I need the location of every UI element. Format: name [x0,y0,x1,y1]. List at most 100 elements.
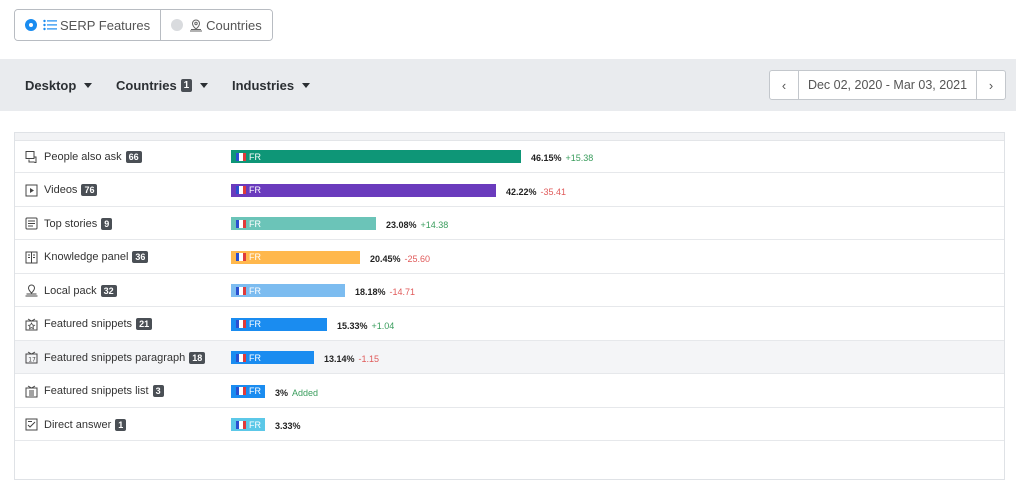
percentage-value: 3.33% [275,421,301,431]
percentage-value: 3% Added [275,388,318,398]
local-pack-icon [25,284,38,297]
date-range-picker: ‹ Dec 02, 2020 - Mar 03, 2021 › [769,70,1006,100]
value-text: 15.33% [337,320,368,331]
svg-text:17: 17 [28,357,36,364]
value-text: 20.45% [370,253,401,264]
feature-name: Videos [44,184,78,196]
france-flag-icon [236,253,246,261]
direct-answer-icon [25,418,38,431]
count-badge: 66 [125,150,142,163]
france-flag-icon [236,219,246,228]
percentage-bar[interactable]: FR [231,384,265,398]
value-text: 3.33% [275,421,301,431]
people-also-ask-icon [25,150,38,163]
count-badge: 32 [100,284,117,297]
chevron-down-icon [302,82,311,88]
france-flag-icon [236,286,246,295]
france-flag-icon [236,353,246,362]
percentage-value: 18.18% -14.71 [355,287,415,297]
country-code: FR [249,352,261,363]
countries-toggle[interactable]: Countries [160,10,272,40]
feature-name: Local pack [44,284,97,297]
chevron-left-icon[interactable]: ‹ [781,77,787,93]
countries-filter-label: Countries [116,77,177,93]
table-row: 17 Featured snippets paragraph 18 FR 13.14% -… [15,341,1004,374]
featured-snippets-list-icon [25,385,38,398]
delta-value: Added [292,387,319,398]
percentage-value: 42.22% -35.41 [506,187,566,197]
device-label: Desktop [25,77,77,93]
value-text: 18.18% [355,287,386,297]
feature-label: Local pack 32 [25,274,117,307]
delta-value: -1.15 [358,354,380,364]
feature-name: Top stories [44,217,98,230]
value-text: 46.15% [531,153,562,163]
france-flag-icon [236,186,246,194]
radio-selected-icon [25,19,37,31]
delta-value: -25.60 [404,253,431,264]
date-range[interactable]: Dec 02, 2020 - Mar 03, 2021 [798,71,977,99]
feature-name: Knowledge panel [44,251,129,263]
count-badge: 21 [136,318,153,330]
countries-dropdown[interactable]: Countries 1 [116,59,209,111]
country-code: FR [249,419,261,430]
value-text: 42.22% [506,186,537,197]
percentage-bar[interactable]: FR [231,351,314,364]
table-row: Videos 76 FR 42.22% -35.41 [15,174,1004,207]
percentage-bar[interactable]: FR [231,250,360,264]
percentage-value: 20.45% -25.60 [370,254,430,264]
feature-label: Featured snippets 21 [25,308,153,341]
delta-value: -35.41 [540,186,567,197]
count-badge: 18 [189,351,206,364]
table-row: Featured snippets list 3 FR 3% Added [15,375,1004,408]
industries-dropdown[interactable]: Industries [232,59,311,111]
industries-label: Industries [232,77,295,93]
percentage-bar[interactable]: FR [231,418,265,431]
value-text: 3% [275,387,289,398]
serp-features-toggle[interactable]: SERP Features [15,10,161,40]
feature-name: Featured snippets paragraph [44,351,186,364]
chevron-down-icon [84,82,93,88]
count-badge: 3 [152,385,164,397]
feature-label: Top stories 9 [25,207,113,240]
percentage-value: 46.15% +15.38 [531,153,593,163]
country-code: FR [249,285,261,296]
count-badge: 9 [101,217,113,230]
table-row: Top stories 9 FR 23.08% +14.38 [15,207,1004,240]
table-header [15,133,1004,141]
percentage-bar[interactable]: FR [231,217,376,230]
percentage-bar[interactable]: FR [231,150,521,163]
france-flag-icon [236,387,246,395]
percentage-bar[interactable]: FR [231,183,496,197]
delta-value: -14.71 [389,287,416,297]
countries-label: Countries [206,17,262,33]
delta-value: +1.04 [371,320,395,331]
count-badge: 1 [115,418,127,431]
france-flag-icon [236,152,246,161]
chevron-down-icon [200,82,209,88]
countries-count-badge: 1 [180,78,193,92]
view-toggle: SERP Features Countries [14,9,273,41]
value-text: 23.08% [386,220,417,230]
percentage-bar[interactable]: FR [231,284,345,297]
country-code: FR [249,151,261,162]
featured-snippets-paragraph-icon: 17 [25,351,38,364]
france-flag-icon [236,320,246,328]
chevron-right-icon[interactable]: › [988,77,994,93]
percentage-value: 23.08% +14.38 [386,220,448,230]
feature-label: Knowledge panel 36 [25,241,149,274]
serp-features-table: People also ask 66 FR 46.15% +15.38 Videos 76 F… [14,132,1005,480]
delta-value: +15.38 [565,153,594,163]
percentage-value: 15.33% +1.04 [337,321,394,331]
feature-name: Featured snippets [44,318,133,330]
knowledge-panel-icon [25,251,38,264]
device-dropdown[interactable]: Desktop [25,59,93,111]
percentage-bar[interactable]: FR [231,317,327,331]
country-code: FR [249,185,261,195]
table-row: Local pack 32 FR 18.18% -14.71 [15,274,1004,307]
value-text: 13.14% [324,354,355,364]
videos-icon [25,184,38,197]
country-code: FR [249,319,261,329]
feature-label: Direct answer 1 [25,408,127,441]
count-badge: 76 [81,184,98,196]
